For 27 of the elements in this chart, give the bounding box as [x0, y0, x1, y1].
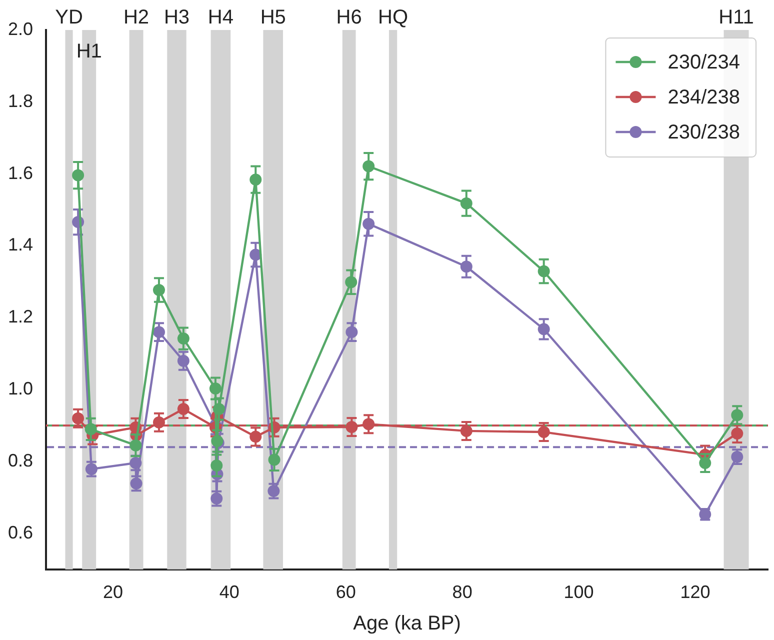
x-tick-label: 100	[564, 582, 594, 602]
legend-label: 230/234	[668, 52, 740, 74]
x-tick-label: 20	[102, 582, 123, 602]
legend-label: 230/238	[668, 122, 740, 144]
y-tick-label: 1.4	[8, 234, 34, 255]
band-label: H4	[208, 6, 234, 29]
band-label: H6	[336, 6, 362, 29]
x-axis-title: Age (ka BP)	[353, 612, 461, 635]
y-tick-label: 1.6	[8, 162, 34, 183]
y-tick-label: 0.8	[8, 450, 34, 470]
band-label: H1	[76, 40, 102, 63]
y-tick-label: 1.2	[8, 306, 34, 327]
band-label: H3	[164, 6, 190, 29]
y-tick-label: 1.8	[8, 90, 34, 111]
x-tick-label: 60	[336, 582, 356, 602]
band-label: HQ	[378, 6, 408, 29]
y-tick-label: 1.0	[8, 378, 34, 399]
band-label: H5	[260, 6, 286, 29]
band-label: H11	[718, 6, 754, 29]
x-tick-label: 80	[452, 582, 472, 602]
x-tick-label: 120	[680, 582, 710, 602]
legend-label: 234/238	[668, 86, 740, 109]
y-tick-label: 2.0	[8, 18, 34, 39]
band-label: YD	[55, 6, 83, 29]
y-tick-label: 0.6	[8, 522, 34, 542]
band-label: H2	[123, 6, 150, 29]
x-tick-label: 40	[219, 582, 240, 602]
